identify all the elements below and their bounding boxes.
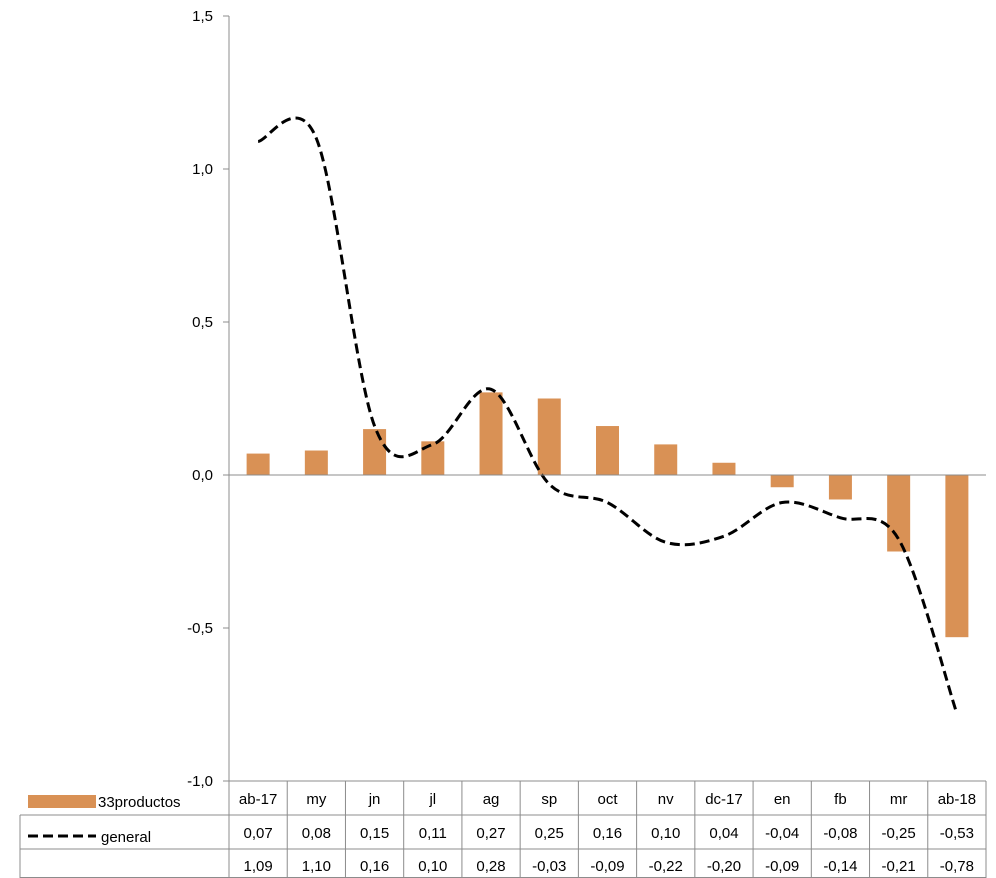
category-label: en (774, 791, 791, 808)
bar-jn (363, 429, 387, 475)
value-cell-33productos: 0,25 (535, 825, 564, 842)
value-cell-33productos: 0,04 (709, 825, 738, 842)
category-label: jl (428, 791, 436, 808)
value-cell-33productos: 0,11 (419, 825, 447, 842)
y-axis-ticks: 1,5 1,0 0,5 0,0 -0,5 -1,0 (187, 8, 229, 790)
bar-my (304, 450, 328, 475)
category-label: ag (483, 791, 500, 808)
value-cell-33productos: -0,08 (823, 825, 857, 842)
value-cell-33productos: -0,53 (940, 825, 974, 842)
value-cell-general: 1,10 (302, 858, 331, 875)
legend-label-33productos: 33productos (98, 794, 181, 811)
category-label: oct (597, 791, 618, 808)
value-cell-general: -0,78 (940, 858, 974, 875)
line-general (257, 116, 959, 715)
value-cell-general: -0,14 (823, 858, 857, 875)
y-tick-label: 0,0 (192, 467, 213, 484)
value-cell-33productos: 0,07 (244, 825, 273, 842)
value-cell-general: -0,22 (649, 858, 683, 875)
category-label: ab-18 (938, 791, 976, 808)
bar-nv (654, 444, 678, 475)
y-tick-label: 0,5 (192, 314, 213, 331)
category-label: nv (658, 791, 674, 808)
bar-jl (421, 441, 445, 475)
bar-ab-18 (945, 475, 969, 638)
bar-series (246, 392, 969, 638)
bar-sp (537, 398, 561, 475)
legend: 33productos general (28, 794, 181, 846)
y-tick-label: -0,5 (187, 620, 213, 637)
category-label: jn (368, 791, 381, 808)
legend-label-general: general (101, 829, 151, 846)
bar-fb (828, 475, 852, 500)
category-label: sp (541, 791, 557, 808)
value-cell-general: 1,09 (244, 858, 273, 875)
data-table-values: 0,07 0,08 0,15 0,11 0,27 0,25 0,16 0,10 0,04 -0,0… (244, 825, 974, 875)
bar-en (770, 475, 794, 488)
y-tick-label: 1,0 (192, 161, 213, 178)
category-label: my (306, 791, 326, 808)
bar-oct (596, 426, 619, 475)
bar-ab-17 (246, 453, 270, 475)
category-label: fb (834, 791, 847, 808)
bar-dc-17 (712, 462, 736, 475)
category-label: mr (890, 791, 908, 808)
value-cell-general: -0,21 (882, 858, 916, 875)
y-tick-label: 1,5 (192, 8, 213, 25)
category-label: dc-17 (705, 791, 743, 808)
value-cell-33productos: 0,10 (651, 825, 680, 842)
value-cell-33productos: -0,25 (882, 825, 916, 842)
value-cell-general: -0,20 (707, 858, 741, 875)
value-cell-general: -0,03 (532, 858, 566, 875)
value-cell-33productos: -0,04 (765, 825, 799, 842)
category-label: ab-17 (239, 791, 277, 808)
value-cell-general: -0,09 (590, 858, 624, 875)
value-cell-33productos: 0,16 (593, 825, 622, 842)
value-cell-general: 0,16 (360, 858, 389, 875)
value-cell-general: 0,28 (476, 858, 505, 875)
bar-ag (479, 392, 503, 475)
value-cell-33productos: 0,15 (360, 825, 389, 842)
value-cell-general: 0,10 (418, 858, 447, 875)
value-cell-33productos: 0,27 (476, 825, 505, 842)
y-tick-label: -1,0 (187, 773, 213, 790)
category-labels: ab-17 my jn jl ag sp oct nv dc-17 en fb mr ab-18 (239, 791, 976, 808)
bar-mr (887, 475, 911, 552)
value-cell-general: -0,09 (765, 858, 799, 875)
value-cell-33productos: 0,08 (302, 825, 331, 842)
legend-swatch-33productos (28, 795, 96, 808)
